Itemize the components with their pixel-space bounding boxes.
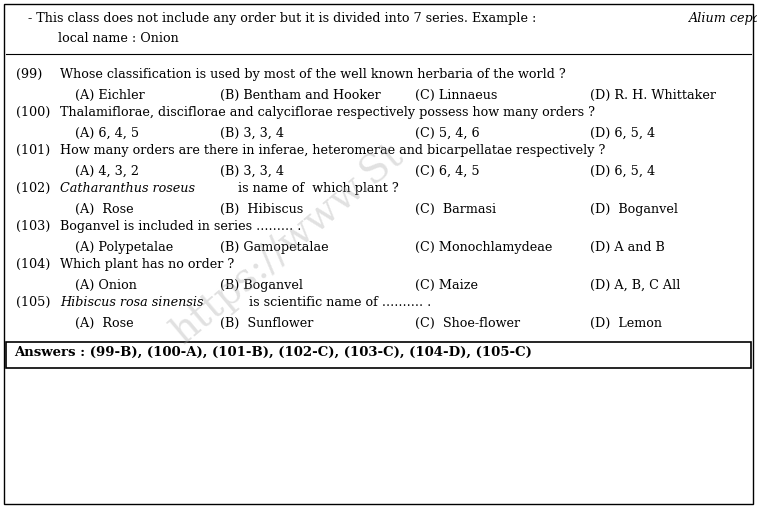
Text: (C) Monochlamydeae: (C) Monochlamydeae (415, 241, 553, 254)
Text: (A)  Rose: (A) Rose (75, 203, 134, 216)
Text: (C)  Barmasi: (C) Barmasi (415, 203, 496, 216)
Text: (D) 6, 5, 4: (D) 6, 5, 4 (590, 127, 655, 140)
Text: (D) R. H. Whittaker: (D) R. H. Whittaker (590, 89, 716, 102)
Text: (D) A and B: (D) A and B (590, 241, 665, 254)
Text: (100): (100) (16, 106, 51, 119)
Text: (D) 6, 5, 4: (D) 6, 5, 4 (590, 165, 655, 178)
Text: (A)  Rose: (A) Rose (75, 317, 134, 330)
Text: (C) 6, 4, 5: (C) 6, 4, 5 (415, 165, 480, 178)
Text: Thalamiflorae, disciflorae and calyciflorae respectively possess how many orders: Thalamiflorae, disciflorae and calyciflo… (60, 106, 595, 119)
Text: Catharanthus roseus: Catharanthus roseus (60, 182, 195, 195)
Text: (A) Onion: (A) Onion (75, 279, 137, 292)
Text: (B) Gamopetalae: (B) Gamopetalae (220, 241, 329, 254)
Text: Alium cepa: Alium cepa (689, 12, 757, 25)
Text: is scientific name of .......... .: is scientific name of .......... . (245, 296, 431, 309)
Text: (B) 3, 3, 4: (B) 3, 3, 4 (220, 127, 284, 140)
Text: (A) 4, 3, 2: (A) 4, 3, 2 (75, 165, 139, 178)
Text: (B)  Sunflower: (B) Sunflower (220, 317, 313, 330)
Text: (A) Polypetalae: (A) Polypetalae (75, 241, 173, 254)
Text: Hibiscus rosa sinensis: Hibiscus rosa sinensis (60, 296, 204, 309)
Text: Which plant has no order ?: Which plant has no order ? (60, 258, 234, 271)
Text: Boganvel is included in series ......... .: Boganvel is included in series .........… (60, 220, 301, 233)
Text: (A) 6, 4, 5: (A) 6, 4, 5 (75, 127, 139, 140)
Text: (D) A, B, C All: (D) A, B, C All (590, 279, 681, 292)
Text: (C) 5, 4, 6: (C) 5, 4, 6 (415, 127, 480, 140)
Text: (D)  Lemon: (D) Lemon (590, 317, 662, 330)
Bar (6, 342, 751, 368)
Text: - This class does not include any order but it is divided into 7 series. Example: - This class does not include any order … (28, 12, 540, 25)
Text: Answers : (99-B), (100-A), (101-B), (102-C), (103-C), (104-D), (105-C): Answers : (99-B), (100-A), (101-B), (102… (14, 346, 532, 359)
Text: (C) Linnaeus: (C) Linnaeus (415, 89, 497, 102)
Text: (D)  Boganvel: (D) Boganvel (590, 203, 678, 216)
Text: (104): (104) (16, 258, 51, 271)
Text: (B) Boganvel: (B) Boganvel (220, 279, 303, 292)
Text: Whose classification is used by most of the well known herbaria of the world ?: Whose classification is used by most of … (60, 68, 565, 81)
Text: (B) Bentham and Hooker: (B) Bentham and Hooker (220, 89, 381, 102)
Text: (103): (103) (16, 220, 51, 233)
Text: https://www.St: https://www.St (164, 136, 411, 352)
Text: How many orders are there in inferae, heteromerae and bicarpellatae respectively: How many orders are there in inferae, he… (60, 144, 606, 157)
Text: (101): (101) (16, 144, 50, 157)
Text: (A) Eichler: (A) Eichler (75, 89, 145, 102)
Text: (102): (102) (16, 182, 51, 195)
Text: local name : Onion: local name : Onion (46, 32, 179, 45)
Text: (B)  Hibiscus: (B) Hibiscus (220, 203, 304, 216)
Text: (105): (105) (16, 296, 51, 309)
Text: (B) 3, 3, 4: (B) 3, 3, 4 (220, 165, 284, 178)
Text: (C) Maize: (C) Maize (415, 279, 478, 292)
Text: (99): (99) (16, 68, 42, 81)
Text: (C)  Shoe-flower: (C) Shoe-flower (415, 317, 520, 330)
Text: is name of  which plant ?: is name of which plant ? (234, 182, 399, 195)
